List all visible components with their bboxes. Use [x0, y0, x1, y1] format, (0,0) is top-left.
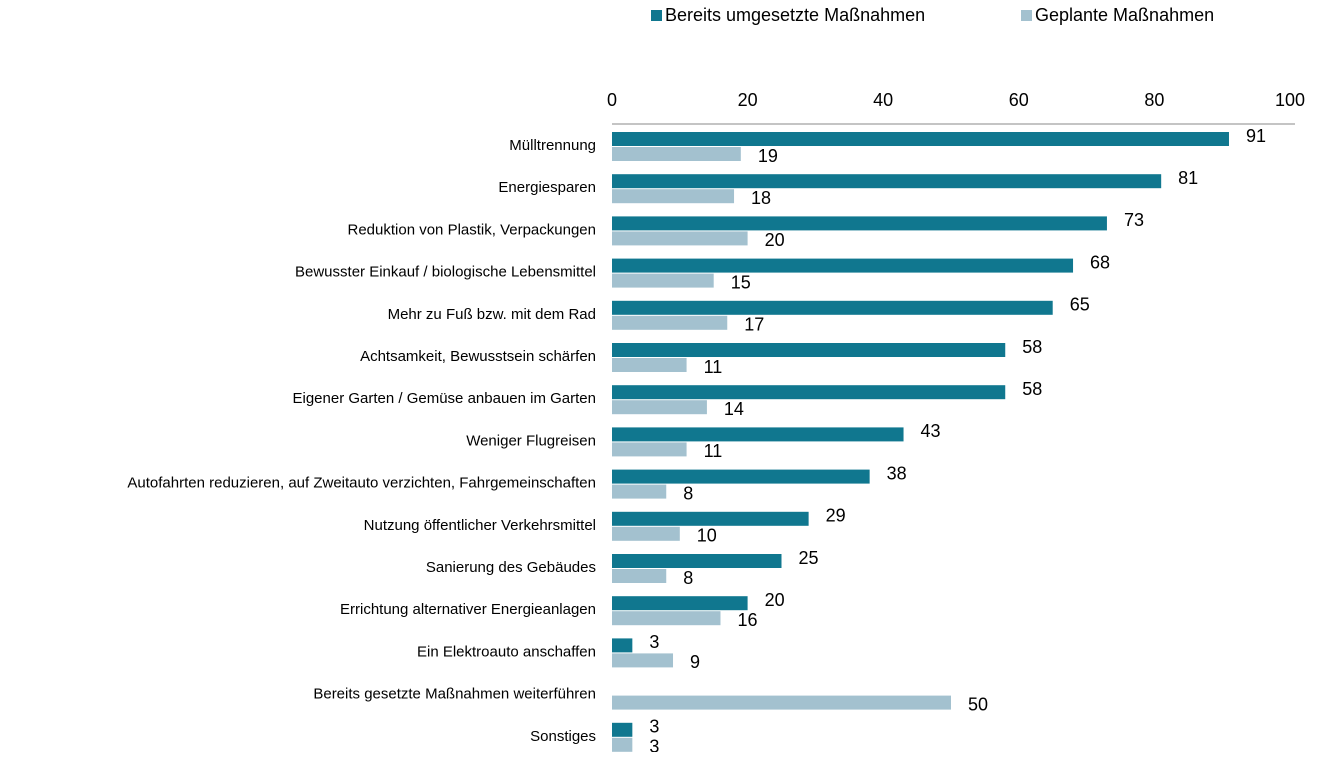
- bar: [612, 216, 1107, 231]
- y-tick-label: Bereits gesetzte Maßnahmen weiterführen: [313, 686, 596, 703]
- value-label: 15: [731, 272, 751, 292]
- bar: [612, 132, 1229, 146]
- value-label: 43: [921, 421, 941, 441]
- value-label: 3: [649, 737, 659, 752]
- bar: [612, 400, 707, 415]
- bar: [612, 469, 870, 484]
- x-tick-label: 100: [1275, 90, 1305, 110]
- value-label: 8: [683, 568, 693, 588]
- value-label: 58: [1022, 379, 1042, 399]
- x-tick-label: 40: [873, 90, 893, 110]
- bar: [612, 300, 1053, 315]
- value-label: 14: [724, 399, 744, 419]
- bar: [612, 147, 741, 161]
- value-label: 17: [744, 315, 764, 335]
- bar: [612, 258, 1074, 273]
- bar: [612, 385, 1006, 400]
- legend-label: Geplante Maßnahmen: [1035, 5, 1214, 25]
- bar: [612, 189, 735, 204]
- x-tick-label: 20: [738, 90, 758, 110]
- legend-swatch: [651, 10, 662, 21]
- bar: [612, 554, 782, 568]
- bar: [612, 653, 674, 668]
- bar: [612, 695, 951, 710]
- bar: [612, 427, 904, 442]
- y-tick-label: Eigener Garten / Gemüse anbauen im Garte…: [292, 390, 596, 407]
- bar: [612, 315, 728, 330]
- bar: [612, 569, 667, 583]
- value-label: 29: [826, 506, 846, 526]
- bar: [612, 511, 809, 526]
- bar: [612, 596, 748, 611]
- value-label: 16: [737, 610, 757, 630]
- y-tick-label: Autofahrten reduzieren, auf Zweitauto ve…: [127, 475, 596, 492]
- bar: [612, 358, 687, 372]
- value-label: 68: [1090, 252, 1110, 272]
- value-label: 11: [704, 441, 723, 461]
- value-label: 65: [1070, 295, 1090, 315]
- y-tick-label: Errichtung alternativer Energieanlagen: [340, 601, 596, 618]
- value-label: 81: [1178, 168, 1198, 188]
- value-label: 11: [704, 357, 723, 377]
- value-label: 38: [887, 463, 907, 483]
- value-label: 20: [765, 230, 785, 250]
- x-tick-label: 80: [1144, 90, 1164, 110]
- y-tick-label: Sonstiges: [530, 728, 596, 745]
- value-label: 19: [758, 146, 778, 166]
- y-tick-label: Bewusster Einkauf / biologische Lebensmi…: [295, 264, 596, 281]
- value-label: 50: [968, 694, 988, 714]
- bar: [612, 484, 667, 499]
- bar: [612, 526, 680, 541]
- bar: [612, 273, 714, 288]
- y-tick-label: Mehr zu Fuß bzw. mit dem Rad: [388, 306, 596, 323]
- x-tick-label: 0: [607, 90, 617, 110]
- value-label: 8: [683, 483, 693, 503]
- y-tick-label: Weniger Flugreisen: [466, 432, 596, 449]
- legend-swatch: [1021, 10, 1032, 21]
- x-tick-label: 60: [1009, 90, 1029, 110]
- bar: [612, 638, 633, 653]
- value-label: 18: [751, 188, 771, 208]
- value-label: 20: [765, 590, 785, 610]
- y-tick-label: Sanierung des Gebäudes: [426, 559, 596, 576]
- bar: [612, 722, 633, 737]
- value-label: 3: [649, 632, 659, 652]
- bar: [612, 737, 633, 752]
- value-label: 91: [1246, 126, 1266, 146]
- value-label: 58: [1022, 337, 1042, 357]
- y-tick-label: Mülltrennung: [509, 137, 596, 154]
- bar: [612, 611, 721, 626]
- value-label: 25: [799, 548, 819, 568]
- legend-label: Bereits umgesetzte Maßnahmen: [665, 5, 925, 25]
- y-tick-label: Ein Elektroauto anschaffen: [417, 643, 596, 660]
- value-label: 9: [690, 652, 700, 672]
- bar: [612, 343, 1006, 357]
- y-tick-label: Energiesparen: [498, 179, 596, 196]
- y-tick-label: Reduktion von Plastik, Verpackungen: [348, 221, 597, 238]
- bar: [612, 442, 687, 457]
- y-tick-label: Nutzung öffentlicher Verkehrsmittel: [364, 517, 596, 534]
- bar: [612, 174, 1162, 189]
- value-label: 10: [697, 526, 717, 546]
- value-label: 73: [1124, 210, 1144, 230]
- value-label: 3: [649, 717, 659, 737]
- y-tick-label: Achtsamkeit, Bewusstsein schärfen: [360, 348, 596, 365]
- bar: [612, 231, 748, 246]
